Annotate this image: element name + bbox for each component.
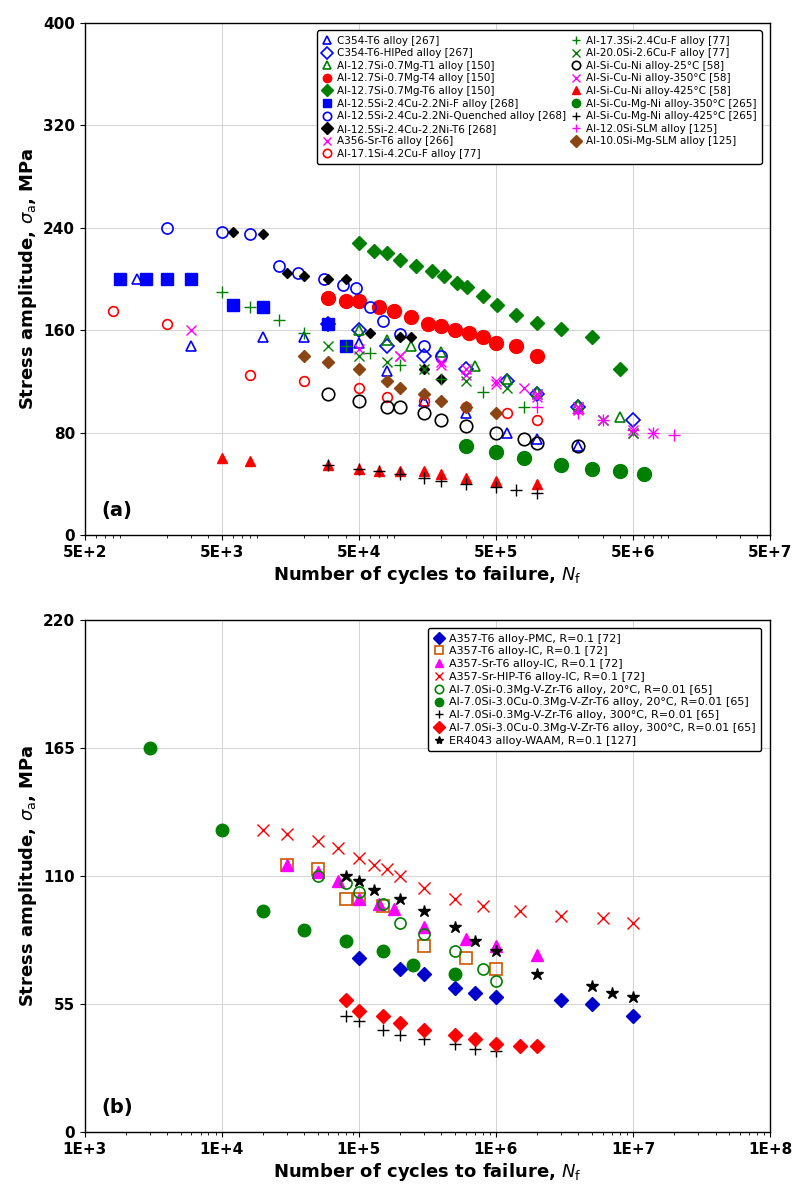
Text: (a): (a) — [102, 500, 133, 520]
Legend: A357-T6 alloy-PMC, R=0.1 [72], A357-T6 alloy-IC, R=0.1 [72], A357-Sr-T6 alloy-IC: A357-T6 alloy-PMC, R=0.1 [72], A357-T6 a… — [428, 628, 761, 751]
Text: (b): (b) — [102, 1098, 133, 1117]
X-axis label: Number of cycles to failure, $N_\mathrm{f}$: Number of cycles to failure, $N_\mathrm{… — [273, 1162, 582, 1183]
X-axis label: Number of cycles to failure, $N_\mathrm{f}$: Number of cycles to failure, $N_\mathrm{… — [273, 564, 582, 586]
Legend: C354-T6 alloy [267], C354-T6-HIPed alloy [267], Al-12.7Si-0.7Mg-T1 alloy [150], : C354-T6 alloy [267], C354-T6-HIPed alloy… — [317, 30, 761, 164]
Y-axis label: Stress amplitude, $\sigma_\mathrm{a}$, MPa: Stress amplitude, $\sigma_\mathrm{a}$, M… — [17, 148, 39, 410]
Y-axis label: Stress amplitude, $\sigma_\mathrm{a}$, MPa: Stress amplitude, $\sigma_\mathrm{a}$, M… — [17, 745, 39, 1008]
